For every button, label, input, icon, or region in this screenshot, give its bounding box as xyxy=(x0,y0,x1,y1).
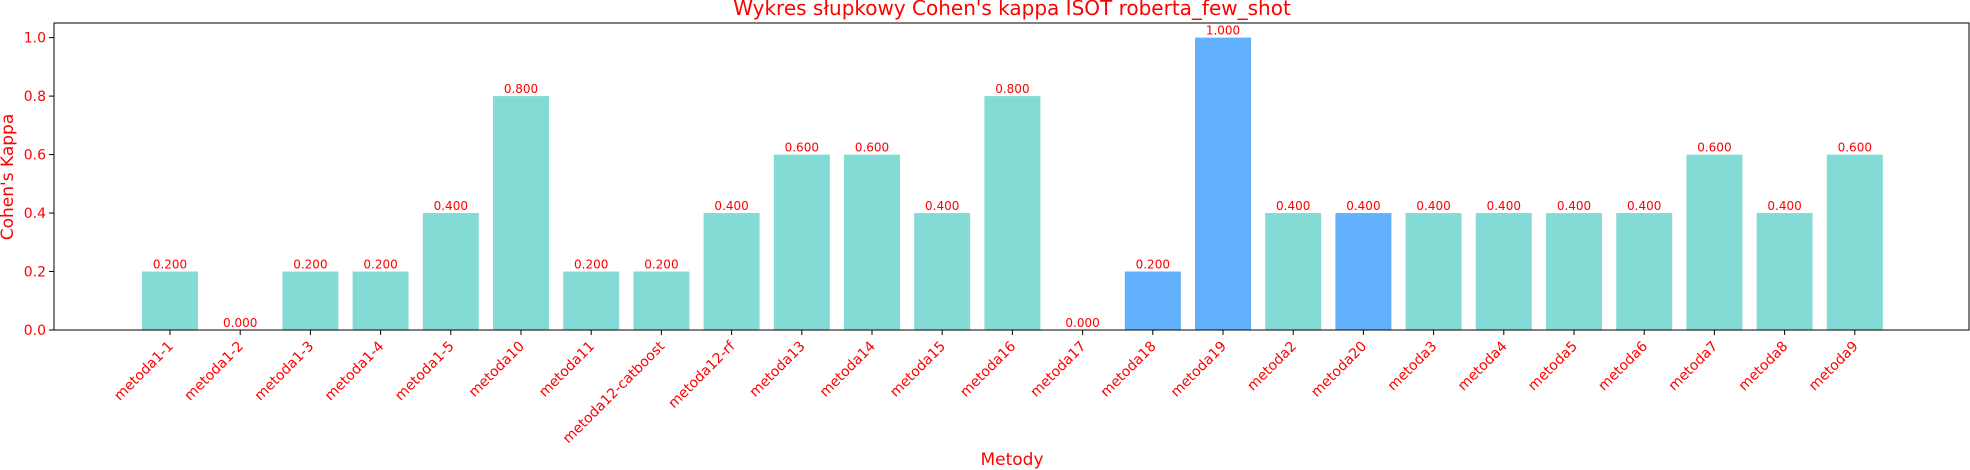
x-tick-label-metoda14: metoda14 xyxy=(817,338,879,400)
x-axis: metoda1-1 metoda1-2 metoda1-3 metoda1-4 meto… xyxy=(111,330,1862,447)
value-label-metoda7: 0.600 xyxy=(1697,141,1731,155)
x-tick-label-metoda15: metoda15 xyxy=(887,339,949,401)
value-label-metoda11: 0.200 xyxy=(574,258,608,272)
value-label-metoda1-2: 0.000 xyxy=(223,316,257,330)
x-tick-label-metoda1-4: metoda1-4 xyxy=(322,338,388,404)
bars-group: 0.200 0.000 0.200 0.200 0.400 0.800 0.200 0.200… xyxy=(142,24,1883,331)
y-axis-label: Cohen's Kappa xyxy=(0,114,18,240)
bar-metoda5 xyxy=(1546,213,1602,330)
x-tick-label-metoda11: metoda11 xyxy=(536,339,598,401)
bar-metoda14 xyxy=(844,154,900,330)
x-tick-label-metoda1-1: metoda1-1 xyxy=(111,339,177,405)
bar-metoda12-catboost xyxy=(633,271,690,330)
value-label-metoda17: 0.000 xyxy=(1065,316,1099,330)
bar-metoda1-1 xyxy=(142,271,198,330)
x-tick-label-metoda5: metoda5 xyxy=(1525,339,1581,395)
x-tick-label-metoda12-rf: metoda12-rf xyxy=(665,338,739,412)
y-tick-label-0.6: 0.6 xyxy=(24,148,46,164)
y-tick-label-0.0: 0.0 xyxy=(24,323,46,339)
value-label-metoda1-3: 0.200 xyxy=(293,258,327,272)
x-tick-label-metoda13: metoda13 xyxy=(747,339,809,401)
bar-metoda7 xyxy=(1686,154,1743,330)
bar-metoda1-5 xyxy=(422,213,479,330)
y-tick-label-0.4: 0.4 xyxy=(24,206,46,222)
x-tick-label-metoda2: metoda2 xyxy=(1244,339,1300,395)
value-label-metoda1-4: 0.200 xyxy=(363,258,397,272)
chart-title: Wykres słupkowy Cohen's kappa ISOT rober… xyxy=(733,0,1291,20)
x-tick-label-metoda1-5: metoda1-5 xyxy=(392,339,458,405)
x-tick-label-metoda8: metoda8 xyxy=(1736,339,1792,395)
y-axis: 0.0 0.2 0.4 0.6 0.8 1.0 xyxy=(24,31,54,339)
x-tick-label-metoda17: metoda17 xyxy=(1027,339,1089,401)
bar-metoda20 xyxy=(1335,213,1392,330)
value-label-metoda2: 0.400 xyxy=(1276,199,1310,213)
y-tick-label-1.0: 1.0 xyxy=(24,31,46,47)
x-axis-label: Metody xyxy=(980,450,1043,470)
bar-metoda15 xyxy=(914,213,971,330)
value-label-metoda12-catboost: 0.200 xyxy=(644,258,678,272)
x-tick-label-metoda18: metoda18 xyxy=(1098,339,1160,401)
y-tick-label-0.8: 0.8 xyxy=(24,89,46,105)
bar-metoda12-rf xyxy=(703,213,760,330)
value-label-metoda12-rf: 0.400 xyxy=(714,199,748,213)
bar-metoda1-3 xyxy=(282,271,339,330)
y-tick-label-0.2: 0.2 xyxy=(24,265,46,281)
x-tick-label-metoda7: metoda7 xyxy=(1666,339,1722,395)
x-tick-label-metoda4: metoda4 xyxy=(1455,338,1511,394)
bar-metoda13 xyxy=(773,154,830,330)
bar-metoda18 xyxy=(1124,271,1181,330)
bar-metoda11 xyxy=(563,271,620,330)
value-label-metoda1-1: 0.200 xyxy=(153,258,187,272)
x-tick-label-metoda1-3: metoda1-3 xyxy=(252,339,318,405)
value-label-metoda18: 0.200 xyxy=(1136,258,1170,272)
value-label-metoda16: 0.800 xyxy=(995,82,1029,96)
bar-metoda19 xyxy=(1195,37,1251,331)
x-tick-label-metoda20: metoda20 xyxy=(1308,339,1370,401)
value-label-metoda15: 0.400 xyxy=(925,199,959,213)
x-tick-label-metoda1-2: metoda1-2 xyxy=(182,339,248,405)
value-label-metoda9: 0.600 xyxy=(1838,141,1872,155)
x-tick-label-metoda16: metoda16 xyxy=(957,338,1019,400)
bar-metoda4 xyxy=(1475,213,1532,330)
value-label-metoda8: 0.400 xyxy=(1767,199,1801,213)
bar-metoda16 xyxy=(984,96,1041,330)
value-label-metoda19: 1.000 xyxy=(1206,24,1240,38)
x-tick-label-metoda10: metoda10 xyxy=(466,339,528,401)
bar-metoda8 xyxy=(1756,213,1813,330)
value-label-metoda20: 0.400 xyxy=(1346,199,1380,213)
bar-metoda2 xyxy=(1265,213,1322,330)
value-label-metoda13: 0.600 xyxy=(785,141,819,155)
x-tick-label-metoda6: metoda6 xyxy=(1595,338,1651,394)
x-tick-label-metoda19: metoda19 xyxy=(1168,339,1230,401)
value-label-metoda10: 0.800 xyxy=(504,82,538,96)
bar-metoda3 xyxy=(1405,213,1462,330)
x-tick-label-metoda9: metoda9 xyxy=(1806,339,1862,395)
x-tick-label-metoda3: metoda3 xyxy=(1385,339,1441,395)
bar-metoda6 xyxy=(1616,213,1673,330)
bar-metoda1-4 xyxy=(352,271,409,330)
bar-metoda10 xyxy=(493,96,549,330)
bar-metoda9 xyxy=(1826,154,1883,330)
value-label-metoda3: 0.400 xyxy=(1416,199,1450,213)
value-label-metoda1-5: 0.400 xyxy=(434,199,468,213)
value-label-metoda14: 0.600 xyxy=(855,141,889,155)
value-label-metoda6: 0.400 xyxy=(1627,199,1661,213)
value-label-metoda4: 0.400 xyxy=(1487,199,1521,213)
value-label-metoda5: 0.400 xyxy=(1557,199,1591,213)
plot-frame xyxy=(53,22,1970,331)
